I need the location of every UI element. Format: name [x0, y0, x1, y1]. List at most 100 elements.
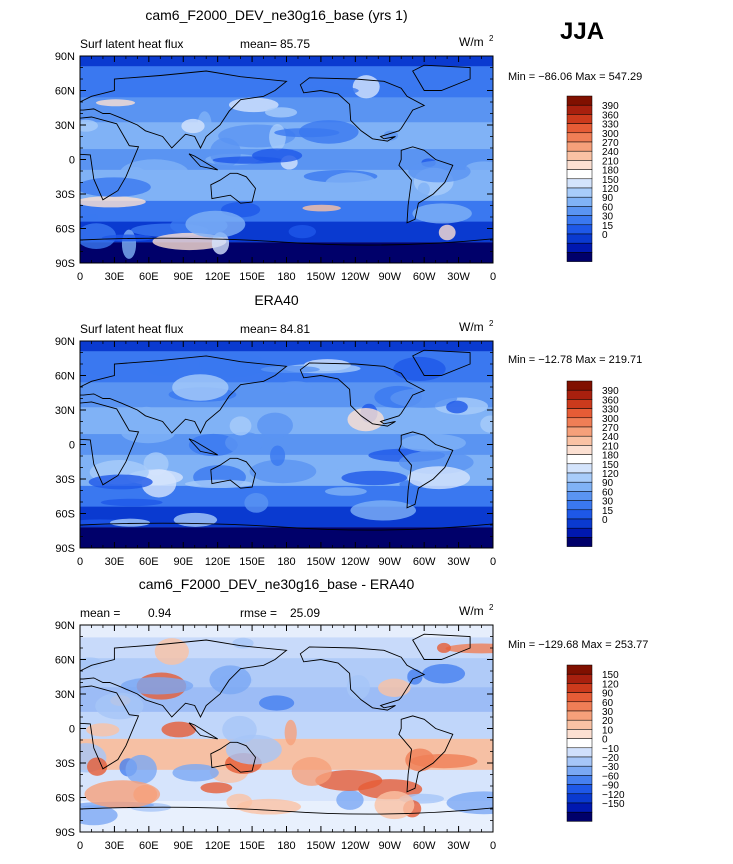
field-blob — [437, 642, 451, 653]
map-inner — [80, 625, 493, 832]
coastline-antarctica — [80, 806, 493, 815]
field-blob — [121, 229, 137, 259]
colorbar-box — [566, 104, 593, 115]
mean-value: 84.81 — [280, 322, 310, 336]
colorbar-box — [566, 169, 593, 180]
colorbar-box — [566, 160, 593, 170]
x-tick-label: 120W — [341, 271, 370, 283]
field-blob — [302, 204, 341, 212]
colorbar-box — [566, 150, 593, 161]
colorbar-label: 10 — [602, 725, 614, 736]
x-tick-label: 60E — [139, 556, 159, 568]
colorbar-box — [566, 215, 593, 226]
field-blob — [232, 637, 254, 649]
coastline-greenland — [412, 64, 471, 91]
y-tick-label: 0 — [69, 724, 75, 736]
colorbar-label: 150 — [602, 670, 619, 681]
colorbar-label: 330 — [602, 120, 619, 131]
x-tick-label: 90W — [378, 840, 401, 852]
coastline-greenland — [412, 633, 471, 660]
colorbar-label: 30 — [602, 497, 614, 508]
colorbar-label: 300 — [602, 129, 619, 140]
coastline-south-america — [398, 431, 454, 509]
x-tick-label: 180 — [277, 556, 295, 568]
field-blob — [84, 780, 161, 809]
panel-3: cam6_F2000_DEV_ne30g16_base - ERA40 mean … — [55, 576, 649, 852]
field-blob — [125, 754, 157, 784]
field-blob — [410, 753, 478, 769]
y-tick-label: 60S — [55, 509, 75, 521]
colorbar-box — [566, 224, 593, 235]
map-inner — [80, 56, 493, 263]
field-blob — [288, 224, 317, 239]
field-blob — [393, 356, 446, 381]
colorbar-label: 330 — [602, 405, 619, 416]
field-blob — [80, 805, 118, 826]
field-blob — [244, 492, 269, 513]
field-blob — [101, 234, 153, 242]
x-tick-label: 180 — [277, 840, 295, 852]
field-blob — [304, 86, 359, 96]
colorbar-label: 30 — [602, 212, 614, 223]
coastline-australia — [210, 172, 256, 204]
x-tick-label: 60W — [413, 271, 436, 283]
coastline-eurasia — [80, 639, 288, 719]
rmse-value: 25.09 — [290, 606, 320, 620]
field-blob — [95, 99, 136, 107]
colorbar-box — [566, 500, 593, 511]
x-tick-label: 150E — [239, 556, 265, 568]
field-blob — [480, 415, 493, 433]
field-blob — [284, 719, 297, 746]
colorbar-label: −120 — [602, 790, 625, 801]
field-blob — [80, 223, 117, 249]
coastline-greenland — [412, 349, 471, 376]
x-tick-label: 30W — [447, 556, 470, 568]
field-blob — [277, 381, 313, 395]
colorbar-box — [566, 765, 593, 776]
coastline-antarctica — [80, 237, 493, 246]
y-tick-label: 30N — [55, 405, 75, 417]
field-blob — [407, 466, 471, 490]
colorbar-box — [566, 784, 593, 795]
y-tick-label: 30S — [55, 189, 75, 201]
field-blob — [390, 388, 458, 408]
colorbar-box — [566, 481, 593, 492]
y-tick-label: 60N — [55, 655, 75, 667]
x-tick-label: 30W — [447, 271, 470, 283]
colorbar-label: 300 — [602, 414, 619, 425]
panel-1: cam6_F2000_DEV_ne30g16_base (yrs 1) Surf … — [55, 7, 642, 283]
colorbar-box — [566, 701, 593, 712]
colorbar-label: −30 — [602, 762, 619, 773]
colorbar-box — [566, 756, 593, 767]
field-blob — [184, 479, 254, 489]
colorbar-box — [566, 426, 593, 437]
coastline-africa — [80, 116, 140, 201]
y-tick-label: 90S — [55, 827, 75, 839]
colorbar-label: −150 — [602, 799, 625, 810]
field-blob — [291, 757, 332, 786]
colorbar-label: 180 — [602, 166, 619, 177]
colorbar-label: 60 — [602, 202, 614, 213]
x-tick-label: 150W — [307, 556, 336, 568]
x-tick-label: 0 — [490, 840, 496, 852]
colorbar-box — [566, 673, 593, 684]
colorbar-box — [566, 491, 593, 501]
x-tick-label: 60W — [413, 556, 436, 568]
colorbar-box — [566, 454, 593, 465]
y-tick-label: 90N — [55, 51, 75, 63]
x-tick-label: 120W — [341, 840, 370, 852]
field-blob — [80, 177, 151, 197]
colorbar-box — [566, 252, 593, 262]
colorbar-label: 390 — [602, 101, 619, 112]
map-field — [80, 625, 493, 832]
x-tick-label: 120E — [205, 556, 231, 568]
colorbar-box — [566, 132, 593, 143]
colorbar-label: 360 — [602, 110, 619, 121]
field-blob — [80, 119, 98, 132]
x-tick-label: 30E — [105, 271, 125, 283]
field-blob — [417, 182, 430, 197]
field-blob — [324, 487, 367, 496]
y-tick-label: 60S — [55, 793, 75, 805]
